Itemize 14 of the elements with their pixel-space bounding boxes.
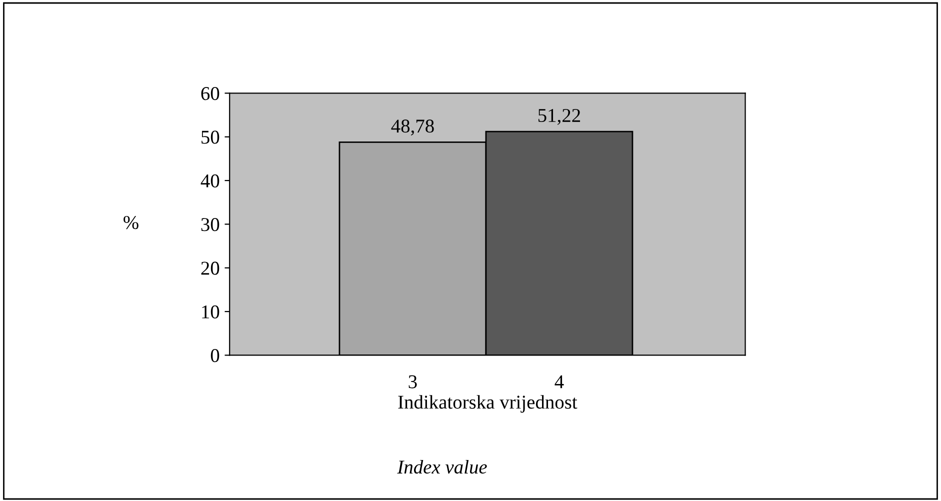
x-tick-label: 4 xyxy=(554,375,564,388)
text: Index value xyxy=(397,460,487,474)
y-axis-title: % xyxy=(124,216,138,230)
y-tick-label: 40 xyxy=(200,174,220,188)
y-tick-label: 30 xyxy=(201,218,220,232)
y-tick-label: 0 xyxy=(210,349,220,362)
y-tick-label: 10 xyxy=(202,305,220,318)
y-tick-label: 50 xyxy=(202,130,220,144)
y-tick-label: 60 xyxy=(201,87,220,100)
x-axis-title: Indikatorska vrijednost xyxy=(398,395,578,413)
y-tick-label: 20 xyxy=(201,262,220,275)
data-label: 48,78 xyxy=(391,120,434,136)
x-tick-label: 3 xyxy=(408,375,417,388)
data-label: 51,22 xyxy=(538,108,580,125)
